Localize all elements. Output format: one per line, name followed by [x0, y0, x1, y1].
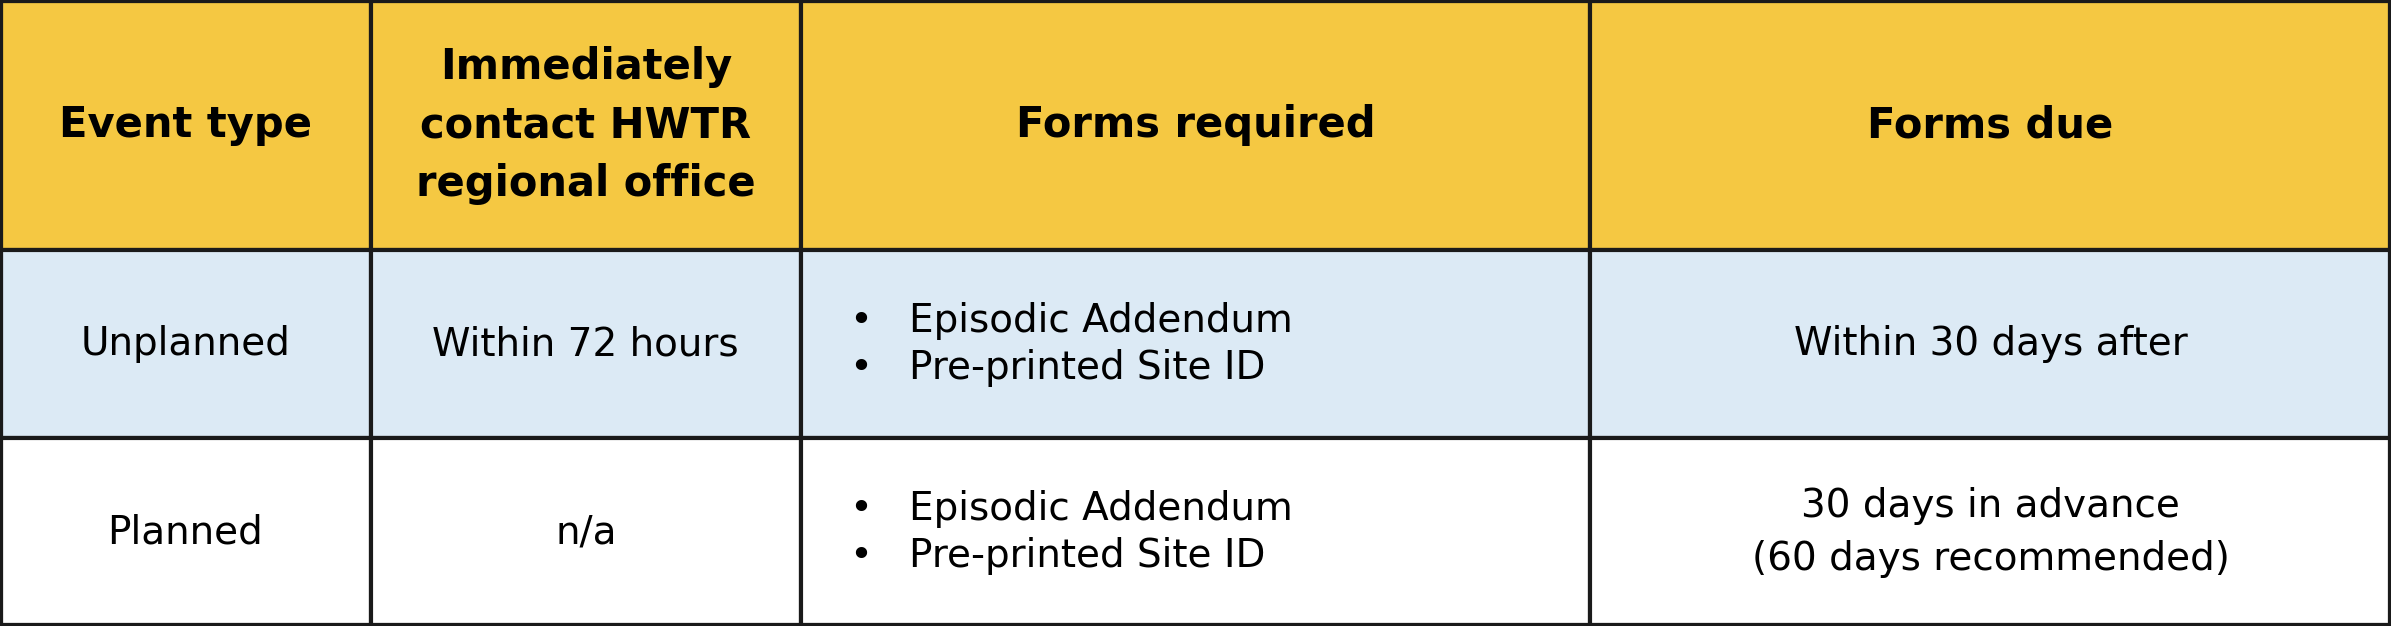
Text: Event type: Event type	[60, 104, 311, 146]
Text: •: •	[849, 349, 873, 387]
Bar	[371, 438, 801, 626]
Text: Pre-printed Site ID: Pre-printed Site ID	[909, 349, 1265, 387]
Bar	[801, 250, 1590, 438]
Text: Unplanned: Unplanned	[81, 326, 289, 363]
Text: Forms due: Forms due	[1867, 104, 2114, 146]
Bar	[801, 438, 1590, 626]
Text: Episodic Addendum: Episodic Addendum	[909, 490, 1291, 528]
Text: Planned: Planned	[108, 513, 263, 551]
Text: Within 30 days after: Within 30 days after	[1793, 326, 2188, 363]
Bar	[1590, 0, 2391, 250]
Bar	[0, 250, 371, 438]
Text: Within 72 hours: Within 72 hours	[433, 326, 739, 363]
Text: Forms required: Forms required	[1016, 104, 1375, 146]
Bar	[0, 438, 371, 626]
Text: •: •	[849, 490, 873, 528]
Bar	[371, 250, 801, 438]
Text: Episodic Addendum: Episodic Addendum	[909, 302, 1291, 340]
Bar	[371, 0, 801, 250]
Text: •: •	[849, 302, 873, 340]
Text: Immediately
contact HWTR
regional office: Immediately contact HWTR regional office	[416, 46, 756, 205]
Bar	[801, 0, 1590, 250]
Text: 30 days in advance
(60 days recommended): 30 days in advance (60 days recommended)	[1753, 486, 2228, 578]
Text: Pre-printed Site ID: Pre-printed Site ID	[909, 536, 1265, 575]
Bar	[1590, 438, 2391, 626]
Bar	[0, 0, 371, 250]
Text: •: •	[849, 536, 873, 575]
Bar	[1590, 250, 2391, 438]
Text: n/a: n/a	[555, 513, 617, 551]
